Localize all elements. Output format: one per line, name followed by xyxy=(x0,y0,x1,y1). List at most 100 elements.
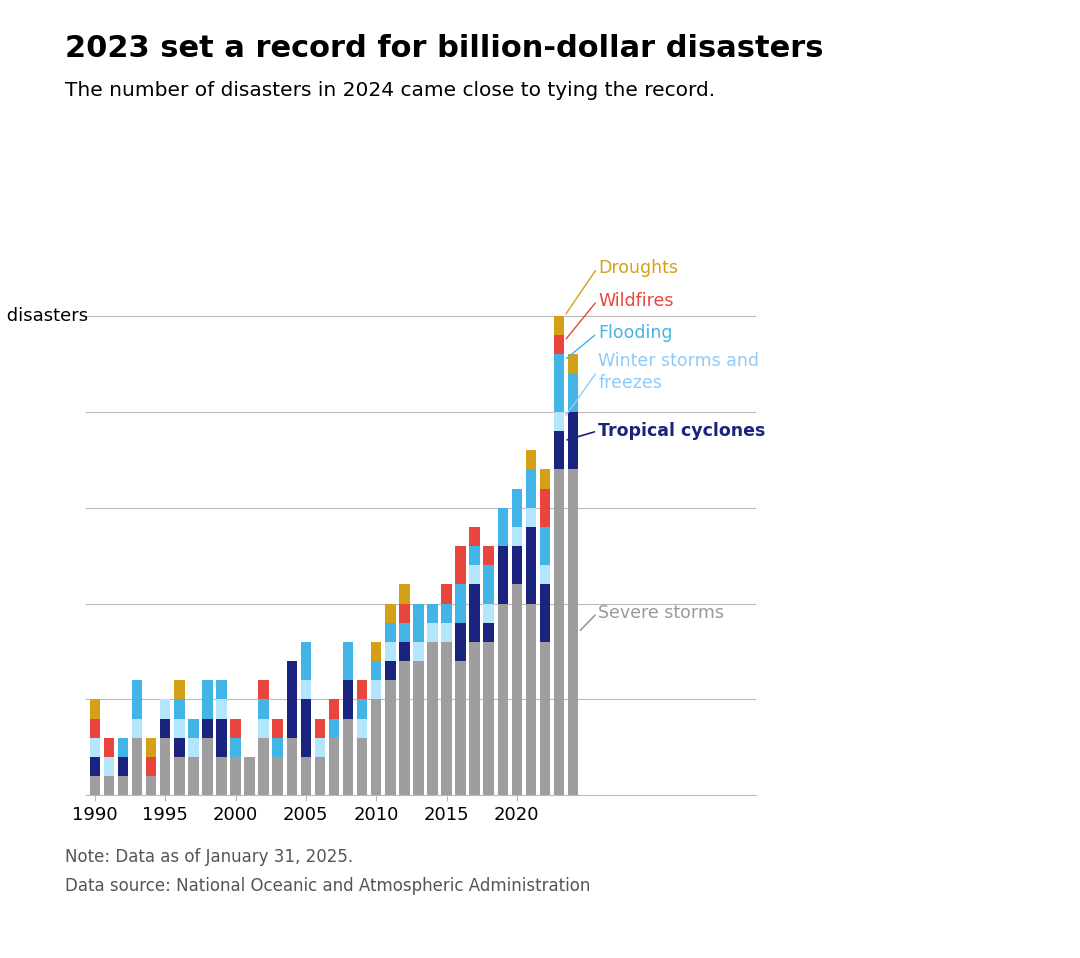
Bar xyxy=(568,374,579,412)
Bar xyxy=(258,738,269,795)
Bar xyxy=(244,757,255,795)
Bar xyxy=(314,738,325,757)
Bar xyxy=(174,757,185,795)
Bar xyxy=(90,776,100,795)
Bar xyxy=(428,642,437,795)
Bar xyxy=(90,718,100,738)
Bar xyxy=(300,699,311,757)
Bar xyxy=(174,718,185,738)
Text: Severe storms: Severe storms xyxy=(598,604,725,622)
Bar xyxy=(300,757,311,795)
Bar xyxy=(554,412,565,431)
Bar xyxy=(356,680,367,699)
Bar xyxy=(399,584,409,604)
Bar xyxy=(132,680,143,718)
Bar xyxy=(554,354,565,412)
Bar xyxy=(384,642,395,661)
Bar xyxy=(456,661,465,795)
Bar xyxy=(384,661,395,680)
Bar xyxy=(554,469,565,795)
Bar xyxy=(470,546,480,565)
Text: Droughts: Droughts xyxy=(598,260,678,277)
Bar xyxy=(188,757,199,795)
Bar xyxy=(216,699,227,718)
Bar xyxy=(258,680,269,699)
Text: 2023 set a record for billion-dollar disasters: 2023 set a record for billion-dollar dis… xyxy=(65,34,823,62)
Bar xyxy=(568,354,579,374)
Bar xyxy=(456,546,465,584)
Bar xyxy=(174,699,185,718)
Bar xyxy=(230,738,241,757)
Bar xyxy=(272,738,283,757)
Text: Tropical cyclones: Tropical cyclones xyxy=(598,422,766,440)
Bar xyxy=(414,661,423,795)
Bar xyxy=(132,738,143,795)
Bar xyxy=(356,738,367,795)
Bar xyxy=(384,623,395,642)
Bar xyxy=(174,680,185,699)
Bar xyxy=(160,718,171,738)
Bar xyxy=(104,757,114,776)
Bar xyxy=(328,718,339,738)
Bar xyxy=(342,680,353,718)
Bar xyxy=(554,431,565,469)
Bar xyxy=(568,469,579,795)
Bar xyxy=(146,757,157,776)
Bar xyxy=(272,718,283,738)
Bar xyxy=(230,757,241,795)
Bar xyxy=(470,565,480,584)
Bar xyxy=(456,584,465,623)
Bar xyxy=(526,604,536,795)
Bar xyxy=(118,776,129,795)
Bar xyxy=(399,661,409,795)
Bar xyxy=(328,699,339,718)
Text: 25 disasters: 25 disasters xyxy=(0,308,87,325)
Bar xyxy=(526,508,536,527)
Bar xyxy=(104,738,114,757)
Bar xyxy=(202,718,213,738)
Bar xyxy=(272,757,283,795)
Bar xyxy=(384,604,395,623)
Bar xyxy=(484,604,494,623)
Bar xyxy=(540,489,551,527)
Bar xyxy=(428,623,437,642)
Bar xyxy=(216,757,227,795)
Bar xyxy=(230,718,241,738)
Bar xyxy=(540,642,551,795)
Bar xyxy=(498,546,508,604)
Bar xyxy=(118,757,129,776)
Bar xyxy=(470,527,480,546)
Bar xyxy=(300,680,311,699)
Bar xyxy=(512,489,522,527)
Bar xyxy=(442,604,451,623)
Bar xyxy=(342,718,353,795)
Bar xyxy=(356,718,367,738)
Bar xyxy=(286,661,297,738)
Bar xyxy=(414,604,423,642)
Bar xyxy=(470,584,480,642)
Bar xyxy=(540,469,551,489)
Bar xyxy=(342,642,353,680)
Text: Winter storms and
freezes: Winter storms and freezes xyxy=(598,352,759,392)
Bar xyxy=(540,584,551,642)
Bar xyxy=(484,623,494,642)
Bar xyxy=(258,718,269,738)
Bar xyxy=(328,738,339,795)
Text: Flooding: Flooding xyxy=(598,325,673,342)
Bar xyxy=(314,718,325,738)
Bar xyxy=(399,604,409,623)
Bar xyxy=(442,584,451,604)
Text: Data source: National Oceanic and Atmospheric Administration: Data source: National Oceanic and Atmosp… xyxy=(65,877,590,895)
Text: Note: Data as of January 31, 2025.: Note: Data as of January 31, 2025. xyxy=(65,848,353,866)
Bar xyxy=(526,469,536,508)
Text: The number of disasters in 2024 came close to tying the record.: The number of disasters in 2024 came clo… xyxy=(65,81,715,101)
Bar xyxy=(300,642,311,680)
Bar xyxy=(216,680,227,699)
Bar xyxy=(160,699,171,718)
Bar xyxy=(399,642,409,661)
Bar xyxy=(554,316,565,335)
Bar xyxy=(314,757,325,795)
Bar xyxy=(90,699,100,718)
Bar xyxy=(428,604,437,623)
Bar xyxy=(370,699,381,795)
